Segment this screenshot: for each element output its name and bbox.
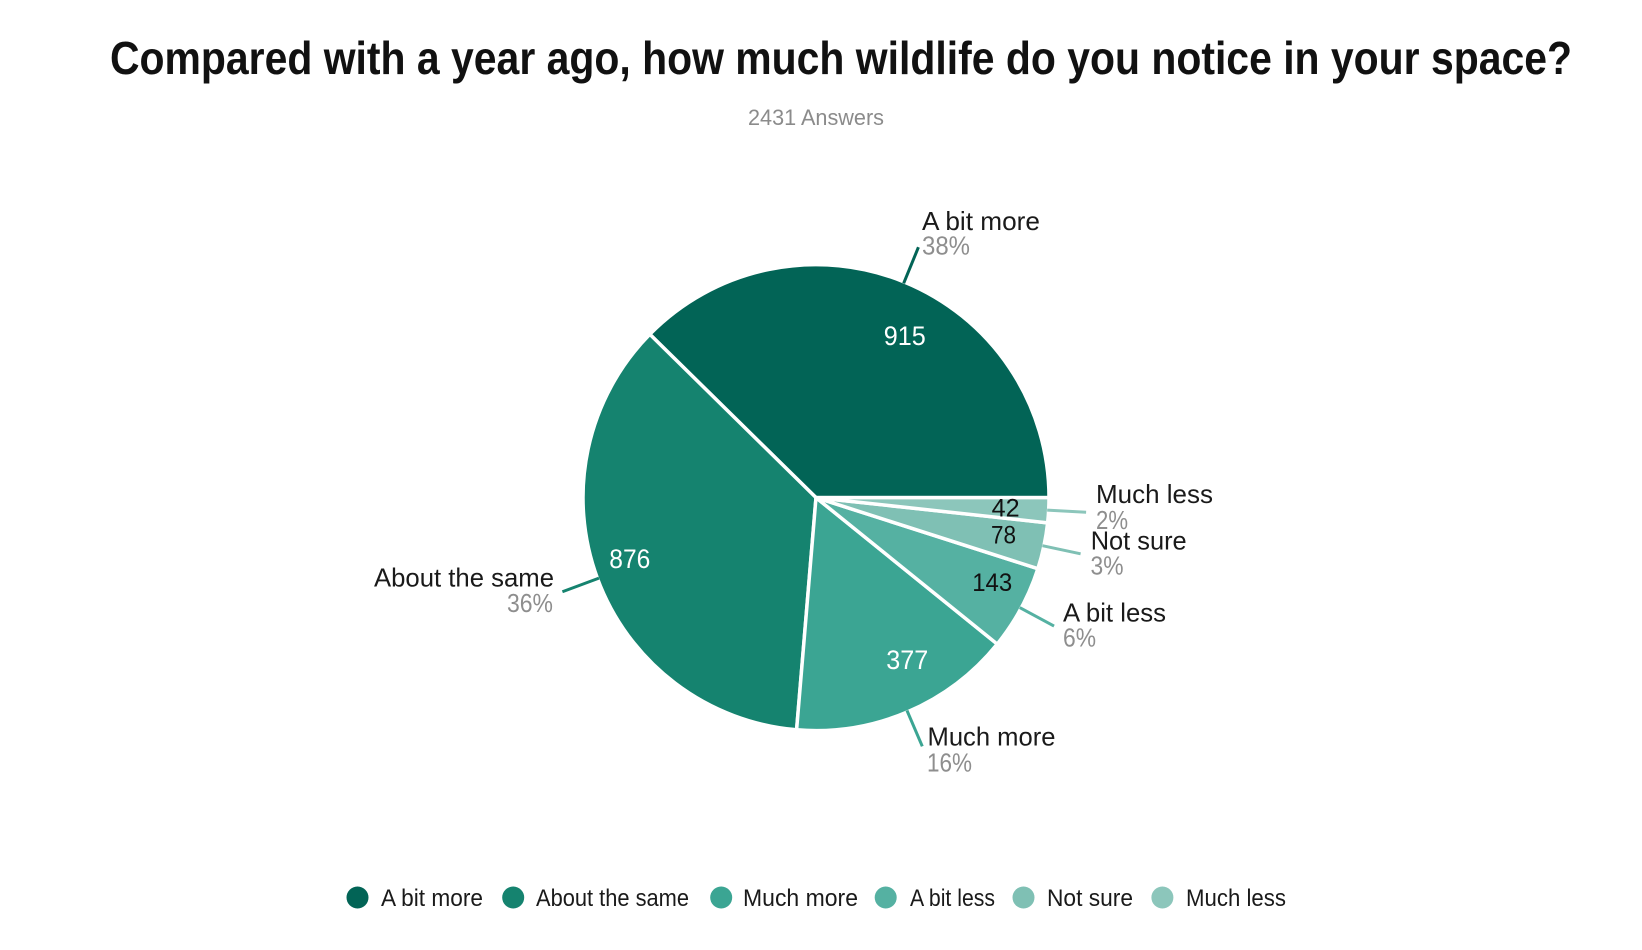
svg-text:915: 915 — [884, 321, 926, 351]
svg-text:38%: 38% — [922, 231, 970, 261]
svg-text:About the same: About the same — [374, 563, 554, 593]
svg-text:Much less: Much less — [1096, 479, 1213, 509]
svg-text:36%: 36% — [507, 588, 553, 618]
svg-text:377: 377 — [886, 645, 928, 675]
svg-text:143: 143 — [972, 569, 1012, 597]
svg-text:A bit less: A bit less — [910, 885, 995, 912]
svg-text:Much more: Much more — [928, 722, 1056, 752]
svg-text:42: 42 — [992, 495, 1020, 523]
svg-text:78: 78 — [991, 522, 1016, 550]
svg-text:A bit more: A bit more — [381, 885, 483, 912]
svg-text:16%: 16% — [927, 748, 972, 778]
svg-text:6%: 6% — [1063, 623, 1096, 653]
svg-text:Much less: Much less — [1186, 885, 1286, 912]
svg-text:Much more: Much more — [743, 885, 858, 912]
svg-text:A bit more: A bit more — [922, 206, 1040, 236]
svg-text:876: 876 — [609, 544, 650, 574]
svg-text:2%: 2% — [1096, 505, 1128, 535]
svg-text:About the same: About the same — [536, 885, 689, 912]
svg-text:Not sure: Not sure — [1047, 885, 1133, 912]
svg-text:3%: 3% — [1091, 551, 1124, 581]
svg-text:Compared with a year ago, how: Compared with a year ago, how much wildl… — [110, 32, 1572, 84]
svg-text:2431 Answers: 2431 Answers — [748, 105, 884, 130]
svg-text:A bit less: A bit less — [1063, 598, 1166, 628]
svg-text:Not sure: Not sure — [1091, 526, 1187, 556]
